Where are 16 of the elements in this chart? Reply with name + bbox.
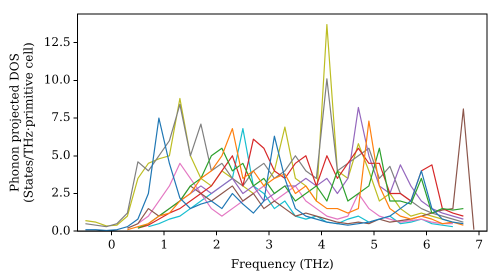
y-tick-label: 12.5: [44, 34, 71, 49]
x-tick-label: 2: [212, 238, 220, 252]
y-tick-label: 10.0: [44, 72, 71, 86]
x-tick-label: 5: [370, 238, 378, 252]
x-tick-label: 1: [160, 238, 168, 252]
x-tick-label: 6: [422, 238, 430, 252]
x-tick-label: 7: [475, 238, 483, 252]
y-axis-title: Phonon projected DOS (States/THz·primitive cell): [7, 42, 36, 203]
x-tick-label: 3: [265, 238, 273, 252]
y-tick-label: 5.0: [51, 148, 71, 162]
x-axis-title: Frequency (THz): [230, 256, 334, 271]
y-tick-label: 7.5: [51, 110, 71, 124]
y-tick-label: 2.5: [51, 186, 71, 200]
x-tick-label: 4: [318, 238, 326, 252]
x-tick-label: 0: [108, 238, 116, 252]
y-tick-label: 0.0: [51, 223, 71, 238]
